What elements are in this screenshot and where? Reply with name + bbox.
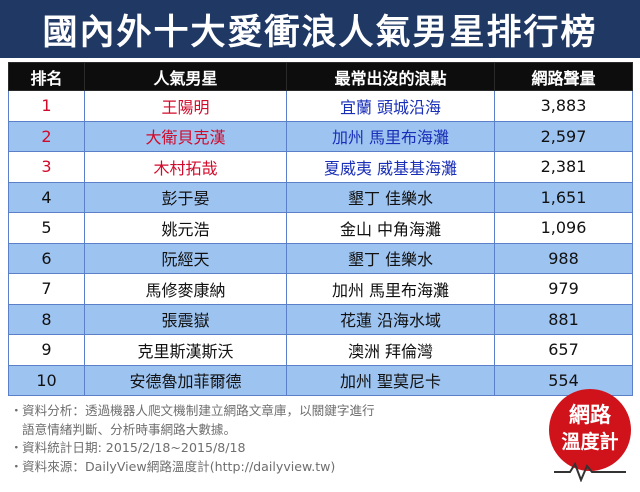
star-cell: 王陽明: [84, 90, 287, 122]
spot-cell: 加州 聖莫尼卡: [286, 364, 495, 396]
table-row: 1 王陽明 宜蘭 頭城沿海 3,883: [8, 90, 633, 122]
header-star: 人氣男星: [84, 62, 287, 91]
spot-cell: 宜蘭 頭城沿海: [286, 90, 495, 122]
rank-cell: 4: [8, 181, 85, 213]
star-cell: 木村拓哉: [84, 151, 287, 183]
star-cell: 張震嶽: [84, 303, 287, 335]
volume-cell: 554: [494, 364, 633, 396]
ranking-table: 排名 人氣男星 最常出沒的浪點 網路聲量 1 王陽明 宜蘭 頭城沿海 3,883…: [8, 62, 633, 396]
pulse-line-icon: [554, 461, 626, 482]
logo-line-2: 溫度計: [561, 430, 618, 453]
volume-cell: 657: [494, 334, 633, 366]
star-cell: 克里斯漢斯沃: [84, 334, 287, 366]
table-row: 8 張震嶽 花蓮 沿海水域 881: [8, 303, 633, 335]
title-bar: 國內外十大愛衝浪人氣男星排行榜: [0, 0, 640, 58]
spot-cell: 墾丁 佳樂水: [286, 242, 495, 274]
logo-badge: [549, 389, 631, 471]
rank-cell: 7: [8, 273, 85, 305]
rank-cell: 6: [8, 242, 85, 274]
volume-cell: 1,096: [494, 212, 633, 244]
star-cell: 大衛貝克漢: [84, 120, 287, 152]
header-volume: 網路聲量: [494, 62, 633, 91]
star-cell: 彭于晏: [84, 181, 287, 213]
star-cell: 馬修麥康納: [84, 273, 287, 305]
rank-cell: 9: [8, 334, 85, 366]
volume-cell: 2,381: [494, 151, 633, 183]
volume-cell: 1,651: [494, 181, 633, 213]
note-source: ・資料來源：DailyView網路溫度計(http://dailyview.tw…: [10, 458, 530, 477]
spot-cell: 花蓮 沿海水域: [286, 303, 495, 335]
note-analysis-cont: 語意情緒判斷、分析時事網路大數據。: [22, 421, 237, 437]
note-analysis: ・資料分析：透過機器人爬文機制建立網路文章庫，以關鍵字進行: [10, 402, 530, 421]
table-row: 7 馬修麥康納 加州 馬里布海灘 979: [8, 273, 633, 305]
table-row: 10 安德魯加菲爾德 加州 聖莫尼卡 554: [8, 364, 633, 396]
table-row: 6 阮經天 墾丁 佳樂水 988: [8, 242, 633, 274]
rank-cell: 3: [8, 151, 85, 183]
bullet-icon: ・: [10, 403, 23, 418]
spot-cell: 澳洲 拜倫灣: [286, 334, 495, 366]
header-spot: 最常出沒的浪點: [286, 62, 495, 91]
star-cell: 阮經天: [84, 242, 287, 274]
header-rank: 排名: [8, 62, 85, 91]
bullet-icon: ・: [10, 440, 23, 455]
volume-cell: 881: [494, 303, 633, 335]
note-period: ・資料統計日期: 2015/2/18~2015/8/18: [10, 439, 530, 458]
spot-cell: 加州 馬里布海灘: [286, 273, 495, 305]
rank-cell: 5: [8, 212, 85, 244]
table-row: 9 克里斯漢斯沃 澳洲 拜倫灣 657: [8, 334, 633, 366]
spot-cell: 墾丁 佳樂水: [286, 181, 495, 213]
rank-cell: 10: [8, 364, 85, 396]
spot-cell: 金山 中角海灘: [286, 212, 495, 244]
volume-cell: 3,883: [494, 90, 633, 122]
star-cell: 姚元浩: [84, 212, 287, 244]
table-row: 2 大衛貝克漢 加州 馬里布海灘 2,597: [8, 120, 633, 152]
rank-cell: 1: [8, 90, 85, 122]
logo-line-1: 網路: [569, 403, 612, 427]
bullet-icon: ・: [10, 458, 23, 474]
dailyview-logo: 網路 溫度計: [549, 389, 631, 482]
volume-cell: 979: [494, 273, 633, 305]
volume-cell: 988: [494, 242, 633, 274]
footnotes: ・資料分析：透過機器人爬文機制建立網路文章庫，以關鍵字進行 語意情緒判斷、分析時…: [10, 402, 530, 476]
table-row: 4 彭于晏 墾丁 佳樂水 1,651: [8, 181, 633, 213]
rank-cell: 8: [8, 303, 85, 335]
spot-cell: 加州 馬里布海灘: [286, 120, 495, 152]
page-title: 國內外十大愛衝浪人氣男星排行榜: [42, 12, 598, 53]
rank-cell: 2: [8, 120, 85, 152]
volume-cell: 2,597: [494, 120, 633, 152]
spot-cell: 夏威夷 威基基海灘: [286, 151, 495, 183]
table-row: 5 姚元浩 金山 中角海灘 1,096: [8, 212, 633, 244]
star-cell: 安德魯加菲爾德: [84, 364, 287, 396]
table-row: 3 木村拓哉 夏威夷 威基基海灘 2,381: [8, 151, 633, 183]
table-header-row: 排名 人氣男星 最常出沒的浪點 網路聲量: [8, 62, 633, 91]
